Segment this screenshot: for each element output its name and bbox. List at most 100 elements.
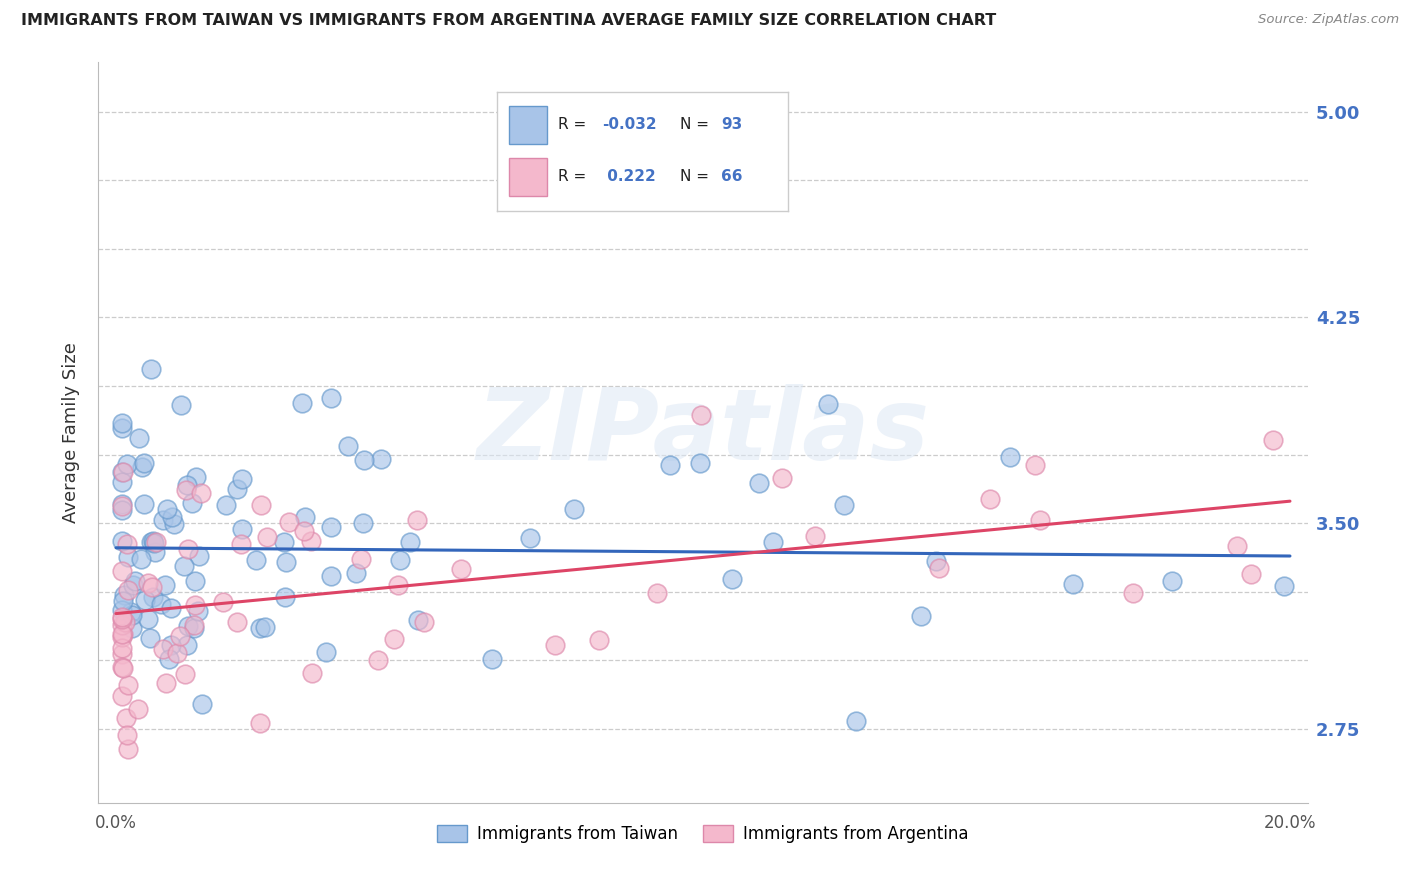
Point (111, 603, 134, 617)
Point (111, 659, 134, 673)
Point (659, 458, 682, 473)
Point (152, 641, 174, 656)
Point (170, 398, 193, 412)
Point (138, 612, 160, 626)
Point (139, 534, 162, 549)
Point (184, 598, 207, 612)
Point (117, 550, 139, 565)
Point (166, 646, 188, 660)
Point (645, 586, 668, 600)
Point (350, 552, 373, 566)
Point (186, 469, 208, 483)
Point (184, 574, 207, 589)
Point (149, 597, 172, 611)
Point (190, 697, 212, 711)
Point (143, 545, 166, 559)
Point (231, 472, 253, 486)
Point (588, 632, 610, 647)
Point (136, 576, 159, 591)
Point (231, 537, 253, 551)
Point (399, 535, 422, 549)
Text: ZIPatlas: ZIPatlas (477, 384, 929, 481)
Point (910, 609, 932, 624)
Point (1122, 586, 1144, 600)
Point (543, 638, 565, 652)
Point (121, 607, 143, 622)
Point (690, 409, 713, 423)
Point (406, 513, 429, 527)
Point (928, 561, 950, 575)
Point (159, 601, 181, 615)
Point (129, 551, 152, 566)
Point (1261, 433, 1284, 447)
Point (159, 638, 181, 652)
Point (212, 595, 235, 609)
Point (274, 590, 297, 604)
Point (112, 588, 135, 602)
Point (721, 572, 744, 586)
Point (176, 478, 198, 492)
Point (142, 590, 165, 604)
Point (111, 465, 134, 479)
Point (352, 516, 374, 531)
Point (173, 559, 195, 574)
Point (139, 631, 162, 645)
Point (294, 509, 316, 524)
Point (291, 396, 314, 410)
Point (273, 534, 295, 549)
Point (111, 497, 134, 511)
Point (173, 667, 195, 681)
Point (413, 615, 436, 629)
Point (111, 640, 134, 655)
Point (1024, 458, 1046, 472)
Point (1062, 577, 1084, 591)
Point (1029, 513, 1052, 527)
Point (131, 459, 153, 474)
Point (226, 483, 249, 497)
Point (132, 456, 155, 470)
Point (301, 665, 323, 680)
Point (134, 497, 156, 511)
Point (770, 471, 793, 485)
Point (142, 533, 165, 548)
Point (1161, 574, 1184, 588)
Point (406, 613, 429, 627)
Point (254, 620, 277, 634)
Point (832, 498, 855, 512)
Point (117, 457, 139, 471)
Point (111, 533, 134, 548)
Point (249, 716, 271, 731)
Point (111, 689, 134, 703)
Point (111, 630, 134, 644)
Point (111, 594, 134, 608)
Point (115, 728, 138, 742)
Point (519, 531, 541, 545)
Point (111, 661, 134, 675)
Point (120, 605, 142, 619)
Point (127, 702, 149, 716)
Point (249, 621, 271, 635)
Point (353, 453, 375, 467)
Y-axis label: Average Family Size: Average Family Size (62, 343, 80, 523)
Point (111, 416, 134, 430)
Point (176, 619, 198, 633)
Point (117, 536, 139, 550)
Point (250, 498, 273, 512)
Point (388, 552, 411, 566)
Point (689, 456, 711, 470)
Point (562, 501, 585, 516)
Point (183, 621, 205, 635)
Point (142, 536, 165, 550)
Point (278, 515, 301, 529)
Point (163, 516, 186, 531)
Point (817, 397, 839, 411)
Point (128, 431, 150, 445)
Point (112, 627, 135, 641)
Point (315, 645, 337, 659)
Point (1240, 567, 1263, 582)
Point (256, 530, 278, 544)
Point (387, 578, 409, 592)
Point (111, 564, 134, 578)
Point (117, 583, 139, 598)
Point (111, 618, 134, 632)
